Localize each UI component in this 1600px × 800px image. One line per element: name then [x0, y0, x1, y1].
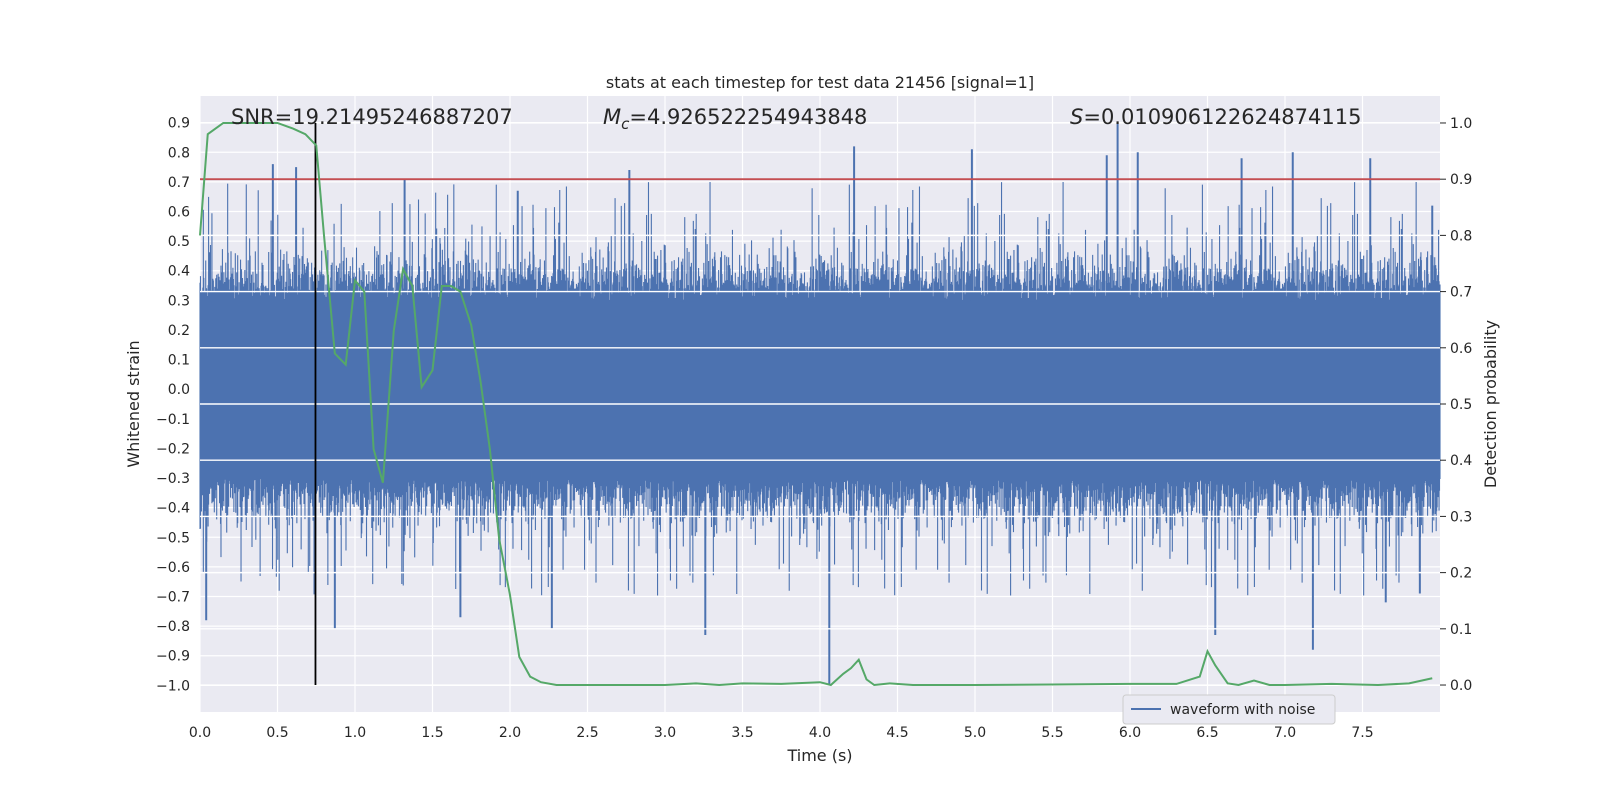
- legend-box: [1122, 694, 1336, 725]
- snr-annotation: SNR=19.21495246887207: [231, 105, 513, 129]
- y-tick-label: 0.4: [168, 264, 190, 280]
- chirp-mass-annotation: Mc=4.926522254943848: [603, 105, 867, 133]
- y-tick-label: 0.6: [168, 205, 190, 221]
- x-tick-label: 1.0: [344, 725, 366, 741]
- x-tick-label: 2.0: [499, 725, 521, 741]
- y-tick-label: −0.9: [156, 649, 190, 665]
- y2-tick-label: 0.9: [1450, 172, 1472, 188]
- x-tick-label: 7.5: [1351, 725, 1373, 741]
- y-tick-label: −0.1: [156, 412, 190, 428]
- y2-tick-label: 1.0: [1450, 116, 1472, 132]
- y-tick-label: 0.3: [168, 293, 190, 309]
- y-tick-label: 0.2: [168, 323, 190, 339]
- chirp-mass-value: =4.926522254943848: [629, 105, 867, 129]
- y2-tick-label: 0.3: [1450, 509, 1472, 525]
- y-tick-label: 0.5: [168, 234, 190, 250]
- chirp-mass-subscript: c: [621, 115, 630, 133]
- y-tick-label: −0.6: [156, 560, 190, 576]
- y-tick-label: −0.3: [156, 471, 190, 487]
- x-tick-label: 6.5: [1196, 725, 1218, 741]
- y2-tick-label: 0.6: [1450, 341, 1472, 357]
- x-tick-label: 5.5: [1041, 725, 1063, 741]
- x-tick-label: 6.0: [1119, 725, 1141, 741]
- y2-axis-label: Detection probability: [1481, 320, 1500, 488]
- y-tick-label: 0.0: [168, 382, 190, 398]
- x-tick-label: 3.5: [731, 725, 753, 741]
- y2-tick-label: 0.0: [1450, 678, 1472, 694]
- x-axis-label: Time (s): [786, 746, 852, 765]
- overlay-layer: [199, 121, 1440, 687]
- chart-title: stats at each timestep for test data 214…: [606, 73, 1034, 92]
- waveform-series: [199, 122, 1441, 686]
- y-axis-label: Whitened strain: [124, 340, 143, 467]
- y2-tick-label: 0.2: [1450, 566, 1472, 582]
- legend: waveform with noise: [1122, 694, 1336, 725]
- y-tick-label: −0.7: [156, 590, 190, 606]
- y2-tick-label: 0.4: [1450, 453, 1472, 469]
- y-tick-labels: 0.9 0.8 0.7 0.6 0.5 0.4 0.3 0.2 0.1 0.0 −0.1 −0.2 −0…: [156, 116, 190, 695]
- x-tick-label: 7.0: [1274, 725, 1296, 741]
- x-tick-label: 1.5: [421, 725, 443, 741]
- y-tick-label: −0.5: [156, 530, 190, 546]
- x-tick-label: 2.5: [576, 725, 598, 741]
- y-tick-label: 0.7: [168, 175, 190, 191]
- x-tick-labels: 0.0 0.5 1.0 1.5 2.0 2.5 3.0 3.5 4.0 4.5 5.0 5.5 6.0 6…: [189, 725, 1374, 741]
- legend-label-waveform: waveform with noise: [1170, 702, 1315, 718]
- waveform-dense-band: [200, 300, 1440, 479]
- s-symbol: S: [1070, 105, 1083, 129]
- x-tick-label: 3.0: [654, 725, 676, 741]
- y-tick-label: 0.9: [168, 116, 190, 132]
- s-annotation: S=0.010906122624874115: [1070, 105, 1361, 129]
- y2-tick-label: 0.5: [1450, 397, 1472, 413]
- x-tick-label: 5.0: [964, 725, 986, 741]
- s-value: =0.010906122624874115: [1083, 105, 1361, 129]
- y2-tick-label: 0.8: [1450, 228, 1472, 244]
- y2-tick-labels: 1.0 0.9 0.8 0.7 0.6 0.5 0.4 0.3 0.2 0.1 0.0: [1440, 116, 1472, 694]
- y-tick-label: −1.0: [156, 678, 190, 694]
- y2-tick-label: 0.7: [1450, 285, 1472, 301]
- detection-probability-line: [199, 121, 1433, 687]
- y-tick-label: −0.8: [156, 619, 190, 635]
- x-tick-label: 4.0: [809, 725, 831, 741]
- y2-tick-label: 0.1: [1450, 622, 1472, 638]
- y-tick-label: −0.4: [156, 501, 190, 517]
- y-tick-label: 0.8: [168, 145, 190, 161]
- chirp-mass-symbol: M: [603, 105, 621, 129]
- x-tick-label: 4.5: [886, 725, 908, 741]
- y-tick-label: 0.1: [168, 353, 190, 369]
- x-tick-label: 0.5: [266, 725, 288, 741]
- y-tick-label: −0.2: [156, 441, 190, 457]
- x-tick-label: 0.0: [189, 725, 211, 741]
